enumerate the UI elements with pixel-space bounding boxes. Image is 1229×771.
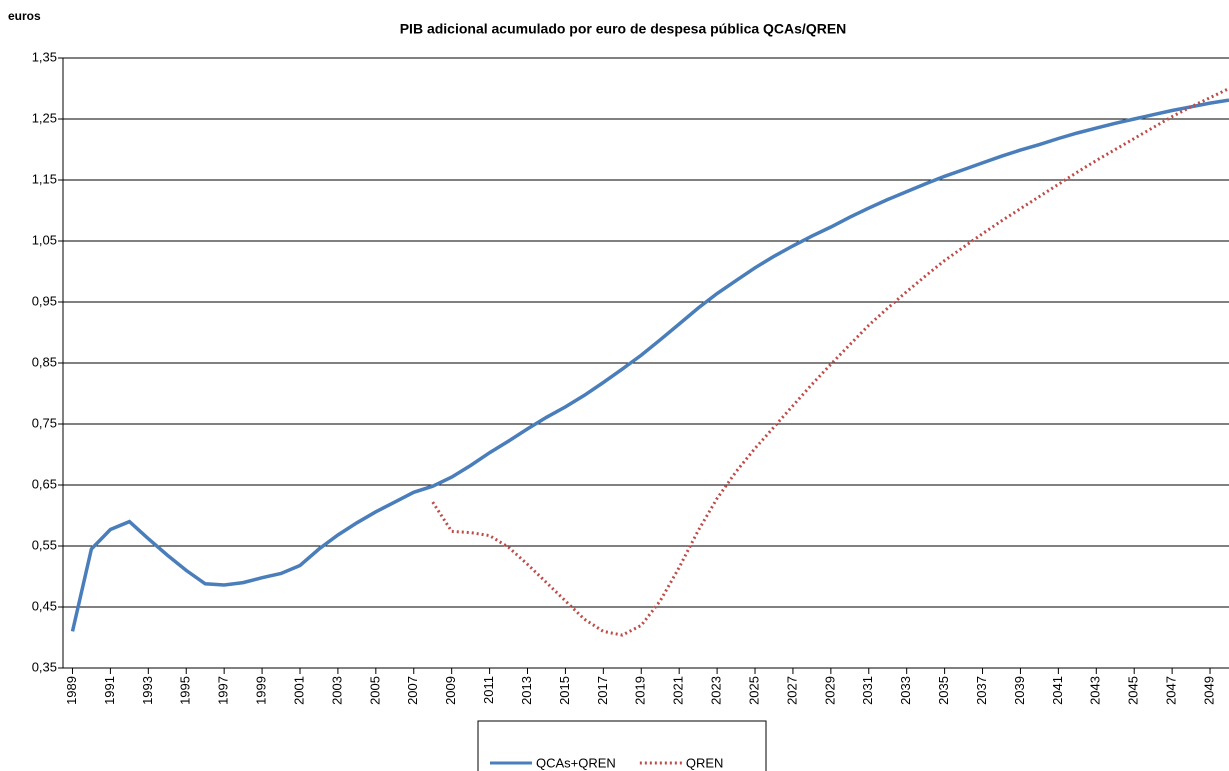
- x-tick-label: 1993: [140, 676, 155, 705]
- x-tick-label: 2023: [709, 676, 724, 705]
- y-tick-label: 1,15: [32, 171, 57, 186]
- x-tick-label: 1989: [64, 676, 79, 705]
- y-tick-label: 0,85: [32, 354, 57, 369]
- x-tick-label: 2041: [1050, 676, 1065, 705]
- x-tick-label: 2043: [1088, 676, 1103, 705]
- chart-title: PIB adicional acumulado por euro de desp…: [400, 21, 847, 37]
- y-tick-label: 0,35: [32, 659, 57, 674]
- x-tick-label: 2003: [329, 676, 344, 705]
- x-tick-label: 2017: [595, 676, 610, 705]
- y-tick-label: 0,75: [32, 415, 57, 430]
- x-tick-label: 2015: [557, 676, 572, 705]
- x-tick-label: 2007: [405, 676, 420, 705]
- x-tick-label: 2025: [746, 676, 761, 705]
- x-tick-label: 1997: [216, 676, 231, 705]
- series-line: [70, 98, 1229, 632]
- x-tick-label: 2019: [633, 676, 648, 705]
- x-tick-label: 2037: [974, 676, 989, 705]
- x-tick-label: 2029: [822, 676, 837, 705]
- x-tick-label: 2033: [898, 676, 913, 705]
- legend-label: QREN: [686, 755, 724, 770]
- y-tick-label: 0,65: [32, 476, 57, 491]
- x-tick-label: 2009: [443, 676, 458, 705]
- x-tick-label: 2021: [671, 676, 686, 705]
- x-tick-label: 2039: [1012, 676, 1027, 705]
- series-line: [431, 87, 1229, 637]
- y-axis-label: euros: [8, 9, 41, 23]
- x-tick-label: 2045: [1126, 676, 1141, 705]
- x-tick-label: 2005: [367, 676, 382, 705]
- x-tick-label: 2035: [936, 676, 951, 705]
- x-tick-label: 1991: [102, 676, 117, 705]
- x-tick-label: 1999: [254, 676, 269, 705]
- x-tick-label: 2013: [519, 676, 534, 705]
- y-tick-label: 1,35: [32, 49, 57, 64]
- x-tick-label: 2047: [1164, 676, 1179, 705]
- x-tick-label: 2011: [481, 676, 496, 704]
- y-tick-label: 0,45: [32, 598, 57, 613]
- y-tick-label: 0,55: [32, 537, 57, 552]
- x-tick-label: 2027: [784, 676, 799, 705]
- y-tick-label: 1,05: [32, 232, 57, 247]
- x-tick-label: 2001: [291, 676, 306, 705]
- x-tick-label: 2049: [1201, 676, 1216, 705]
- legend-label: QCAs+QREN: [536, 755, 616, 770]
- x-tick-label: 1995: [178, 676, 193, 705]
- x-tick-label: 2031: [860, 676, 875, 705]
- y-tick-label: 1,25: [32, 110, 57, 125]
- y-tick-label: 0,95: [32, 293, 57, 308]
